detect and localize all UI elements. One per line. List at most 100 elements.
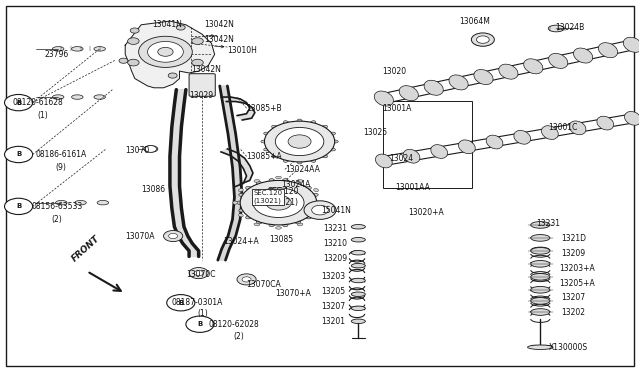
Ellipse shape [321, 125, 328, 129]
Polygon shape [172, 208, 184, 227]
Ellipse shape [56, 201, 67, 205]
Polygon shape [228, 134, 240, 167]
Circle shape [192, 59, 204, 66]
Ellipse shape [531, 247, 550, 254]
Text: 13201: 13201 [321, 317, 345, 326]
Ellipse shape [282, 179, 288, 183]
Ellipse shape [531, 298, 550, 304]
Text: 13064M: 13064M [460, 17, 490, 26]
Ellipse shape [72, 95, 83, 99]
Ellipse shape [297, 119, 302, 123]
Text: 13070A: 13070A [125, 231, 155, 241]
Polygon shape [223, 105, 236, 134]
Ellipse shape [374, 91, 394, 106]
Ellipse shape [597, 116, 614, 130]
Text: B: B [16, 100, 21, 106]
Ellipse shape [239, 189, 243, 192]
Text: 13085+B: 13085+B [246, 104, 282, 113]
Text: 13042N: 13042N [204, 20, 234, 29]
Text: SEC.120
(13021): SEC.120 (13021) [268, 187, 299, 207]
Circle shape [194, 270, 203, 276]
Text: 13024AA: 13024AA [285, 165, 320, 174]
Ellipse shape [284, 121, 289, 125]
Text: 13001A: 13001A [383, 104, 412, 113]
Text: FRONT: FRONT [70, 234, 101, 264]
Text: 13086: 13086 [141, 185, 165, 194]
Ellipse shape [314, 214, 319, 217]
Circle shape [237, 274, 256, 285]
Ellipse shape [254, 179, 259, 182]
Circle shape [4, 198, 33, 215]
Text: 13042N: 13042N [191, 65, 221, 74]
Text: 08186-6161A: 08186-6161A [36, 150, 87, 159]
Text: 13209: 13209 [561, 249, 586, 258]
Circle shape [158, 47, 173, 56]
Ellipse shape [569, 121, 586, 135]
Text: B: B [16, 151, 21, 157]
Ellipse shape [233, 201, 237, 204]
Text: 13024B: 13024B [555, 23, 584, 32]
Circle shape [4, 146, 33, 163]
Text: 13001AA: 13001AA [396, 183, 430, 192]
Ellipse shape [524, 59, 543, 74]
Text: 1321D: 1321D [561, 234, 586, 243]
Ellipse shape [144, 145, 158, 152]
Bar [383, 101, 472, 188]
Text: 08120-62028: 08120-62028 [208, 321, 259, 330]
Ellipse shape [351, 292, 365, 296]
Ellipse shape [499, 64, 518, 79]
Ellipse shape [311, 209, 318, 212]
Text: 13203: 13203 [321, 272, 346, 281]
Circle shape [189, 267, 208, 279]
Ellipse shape [623, 37, 640, 52]
Text: X130000S: X130000S [548, 343, 588, 352]
Ellipse shape [514, 131, 531, 144]
Circle shape [240, 180, 317, 225]
Ellipse shape [351, 225, 365, 229]
Text: 23796: 23796 [44, 50, 68, 59]
Ellipse shape [625, 112, 640, 125]
Ellipse shape [311, 193, 318, 197]
Text: 13085: 13085 [269, 235, 293, 244]
Ellipse shape [239, 193, 246, 197]
Polygon shape [221, 243, 232, 249]
Ellipse shape [351, 237, 365, 242]
Text: SEC.120
(13021): SEC.120 (13021) [253, 190, 282, 204]
Ellipse shape [403, 150, 420, 163]
Text: (2): (2) [52, 215, 63, 224]
Ellipse shape [310, 158, 316, 162]
Ellipse shape [294, 181, 301, 186]
Circle shape [148, 41, 183, 62]
Ellipse shape [256, 220, 262, 224]
Ellipse shape [573, 48, 593, 63]
Polygon shape [218, 254, 227, 260]
Text: 13207: 13207 [321, 302, 346, 311]
Ellipse shape [254, 223, 259, 226]
Polygon shape [170, 127, 181, 156]
Circle shape [119, 58, 128, 63]
Ellipse shape [282, 222, 288, 227]
Circle shape [4, 94, 33, 111]
Text: 13202: 13202 [561, 308, 586, 317]
Text: 13029: 13029 [189, 91, 213, 100]
Ellipse shape [351, 319, 365, 324]
Text: 13070: 13070 [125, 146, 150, 155]
Text: (2): (2) [234, 331, 244, 341]
Circle shape [304, 201, 336, 219]
Text: 13070CA: 13070CA [246, 280, 282, 289]
Ellipse shape [313, 201, 321, 204]
Ellipse shape [256, 181, 262, 186]
Polygon shape [174, 90, 186, 105]
Text: 13207: 13207 [561, 294, 586, 302]
Circle shape [192, 38, 204, 44]
Ellipse shape [474, 70, 493, 84]
Text: 13231: 13231 [536, 219, 560, 228]
Ellipse shape [246, 186, 253, 190]
Ellipse shape [94, 46, 106, 51]
Circle shape [312, 205, 328, 215]
Ellipse shape [320, 201, 324, 204]
Polygon shape [170, 156, 179, 186]
Text: 13042N: 13042N [204, 35, 234, 44]
Ellipse shape [294, 220, 301, 224]
Ellipse shape [264, 132, 271, 135]
